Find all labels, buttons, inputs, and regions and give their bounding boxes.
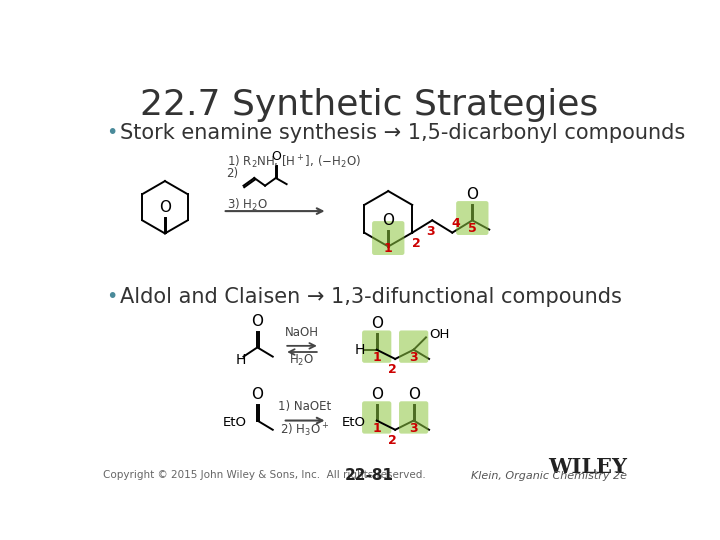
Text: 3: 3 bbox=[410, 422, 418, 435]
Text: 2: 2 bbox=[388, 363, 397, 376]
Text: •: • bbox=[106, 287, 117, 306]
Text: O: O bbox=[251, 387, 264, 402]
Text: 1: 1 bbox=[372, 422, 381, 435]
Text: O: O bbox=[159, 200, 171, 215]
FancyBboxPatch shape bbox=[362, 401, 392, 434]
FancyBboxPatch shape bbox=[372, 221, 405, 255]
Text: 1) R$_2$NH, [H$^+$], ($-$H$_2$O): 1) R$_2$NH, [H$^+$], ($-$H$_2$O) bbox=[227, 153, 361, 171]
Text: 3: 3 bbox=[410, 351, 418, 364]
Text: H: H bbox=[235, 353, 246, 367]
Text: EtO: EtO bbox=[222, 416, 246, 429]
Text: NaOH: NaOH bbox=[285, 326, 319, 339]
Text: 3) H$_2$O: 3) H$_2$O bbox=[227, 197, 268, 213]
Text: Klein, Organic Chemistry 2e: Klein, Organic Chemistry 2e bbox=[471, 471, 627, 481]
Text: 1) NaOEt: 1) NaOEt bbox=[279, 400, 332, 413]
Text: O: O bbox=[271, 150, 281, 163]
Text: O: O bbox=[371, 316, 383, 331]
Text: 1: 1 bbox=[384, 241, 392, 254]
Text: 4: 4 bbox=[451, 217, 460, 230]
Text: 2: 2 bbox=[412, 237, 420, 250]
Text: Stork enamine synthesis → 1,5-dicarbonyl compounds: Stork enamine synthesis → 1,5-dicarbonyl… bbox=[120, 123, 685, 143]
Text: OH: OH bbox=[429, 328, 449, 341]
Text: 5: 5 bbox=[468, 221, 477, 234]
Text: 3: 3 bbox=[426, 225, 435, 238]
Text: 22.7 Synthetic Strategies: 22.7 Synthetic Strategies bbox=[140, 88, 598, 122]
Text: O: O bbox=[467, 187, 478, 202]
Text: O: O bbox=[382, 213, 395, 228]
Text: WILEY: WILEY bbox=[548, 457, 627, 477]
FancyBboxPatch shape bbox=[456, 201, 488, 235]
FancyBboxPatch shape bbox=[399, 330, 428, 363]
Text: EtO: EtO bbox=[342, 416, 366, 429]
Text: O: O bbox=[371, 387, 383, 402]
Text: 2) H$_3$O$^+$: 2) H$_3$O$^+$ bbox=[280, 421, 330, 438]
Text: •: • bbox=[106, 123, 117, 141]
Text: H$_2$O: H$_2$O bbox=[289, 353, 315, 368]
Text: 22-81: 22-81 bbox=[344, 468, 394, 483]
Text: 2: 2 bbox=[388, 434, 397, 447]
Text: O: O bbox=[408, 387, 420, 402]
Text: 1: 1 bbox=[372, 351, 381, 364]
FancyBboxPatch shape bbox=[399, 401, 428, 434]
Text: Aldol and Claisen → 1,3-difunctional compounds: Aldol and Claisen → 1,3-difunctional com… bbox=[120, 287, 621, 307]
Text: O: O bbox=[251, 314, 264, 329]
Text: Copyright © 2015 John Wiley & Sons, Inc.  All rights reserved.: Copyright © 2015 John Wiley & Sons, Inc.… bbox=[102, 470, 426, 480]
FancyBboxPatch shape bbox=[362, 330, 392, 363]
Text: H: H bbox=[354, 343, 365, 357]
Text: 2): 2) bbox=[227, 167, 238, 180]
